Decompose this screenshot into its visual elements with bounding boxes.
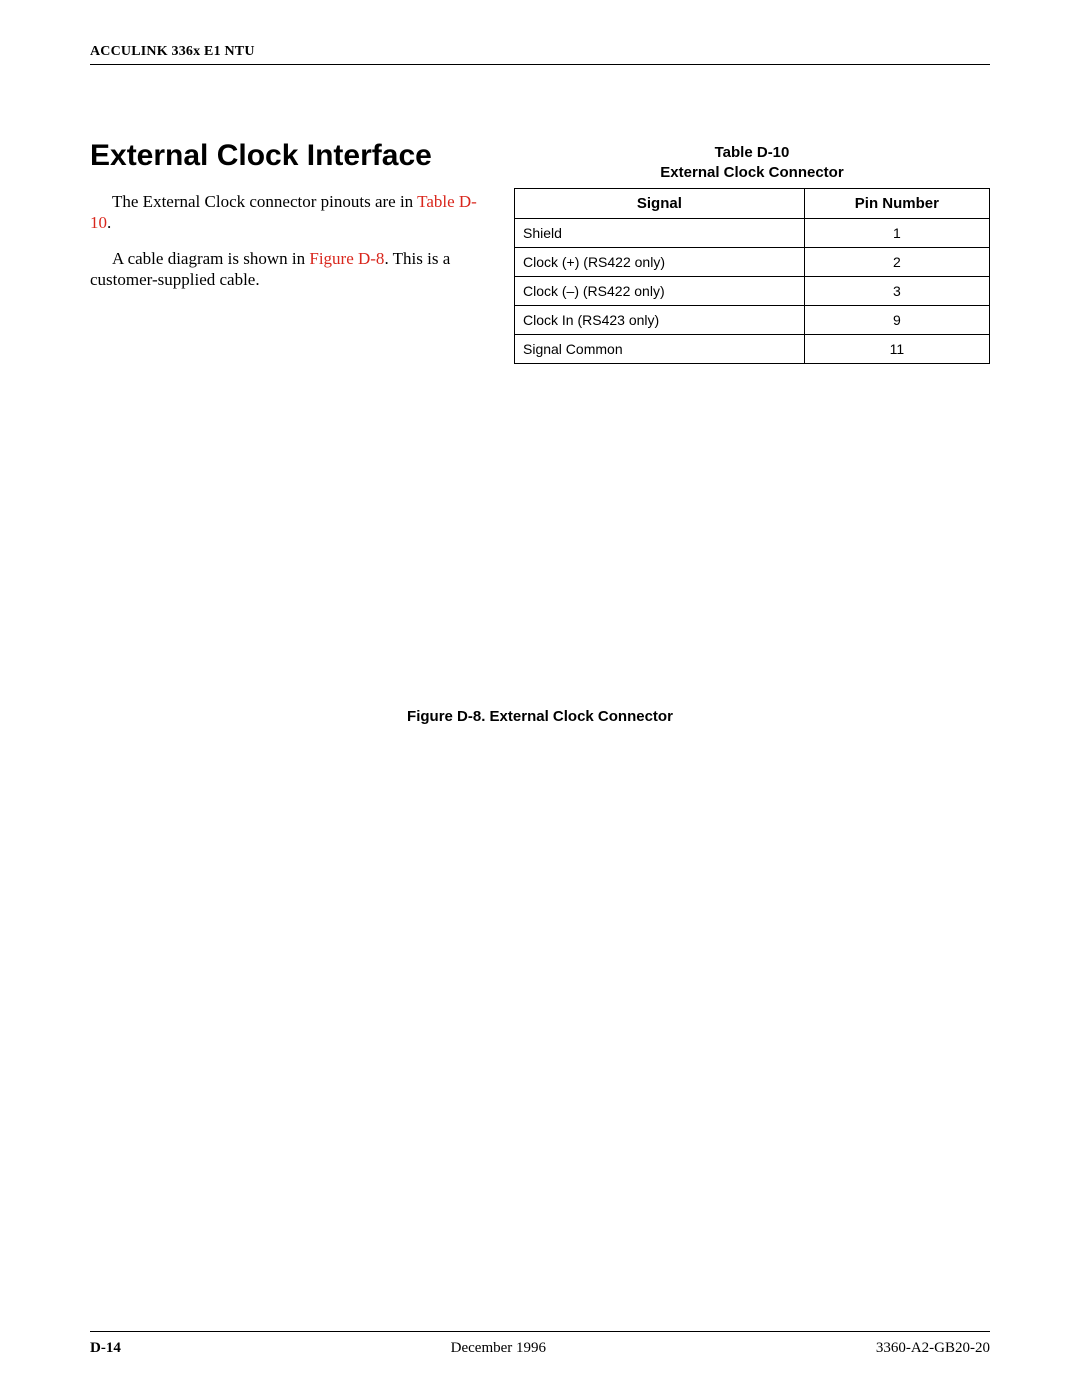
- col-header-signal: Signal: [515, 189, 805, 219]
- running-head: ACCULINK 336x E1 NTU: [90, 44, 990, 65]
- paragraph-2: A cable diagram is shown in Figure D-8. …: [90, 248, 490, 291]
- cell-signal: Clock (+) (RS422 only): [515, 248, 805, 277]
- cell-pin: 2: [804, 248, 989, 277]
- cell-pin: 1: [804, 219, 989, 248]
- para1-text-a: The External Clock connector pinouts are…: [112, 192, 417, 211]
- page: ACCULINK 336x E1 NTU External Clock Inte…: [0, 0, 1080, 1397]
- footer-date: December 1996: [451, 1340, 546, 1357]
- xref-figure-d8[interactable]: Figure D-8: [309, 249, 384, 268]
- table-row: Signal Common 11: [515, 335, 990, 364]
- table-row: Shield 1: [515, 219, 990, 248]
- table-row: Clock (–) (RS422 only) 3: [515, 277, 990, 306]
- content-columns: External Clock Interface The External Cl…: [90, 139, 990, 364]
- pin-table: Signal Pin Number Shield 1 Clock (+) (RS…: [514, 188, 990, 364]
- para2-text-a: A cable diagram is shown in: [112, 249, 309, 268]
- cell-pin: 9: [804, 306, 989, 335]
- cell-signal: Clock In (RS423 only): [515, 306, 805, 335]
- table-caption: Table D-10 External Clock Connector: [514, 143, 990, 182]
- cell-signal: Shield: [515, 219, 805, 248]
- col-header-pin: Pin Number: [804, 189, 989, 219]
- table-label-line2: External Clock Connector: [660, 164, 843, 181]
- paragraph-1: The External Clock connector pinouts are…: [90, 191, 490, 234]
- right-column: Table D-10 External Clock Connector Sign…: [514, 139, 990, 364]
- figure-caption: Figure D-8. External Clock Connector: [0, 708, 1080, 725]
- left-column: External Clock Interface The External Cl…: [90, 139, 490, 364]
- table-row: Clock In (RS423 only) 9: [515, 306, 990, 335]
- footer-doc-number: 3360-A2-GB20-20: [876, 1340, 990, 1357]
- table-header-row: Signal Pin Number: [515, 189, 990, 219]
- section-title: External Clock Interface: [90, 139, 490, 173]
- table-row: Clock (+) (RS422 only) 2: [515, 248, 990, 277]
- footer-page-number: D-14: [90, 1340, 121, 1357]
- para1-text-b: .: [107, 213, 111, 232]
- table-label-line1: Table D-10: [715, 144, 790, 161]
- page-footer: D-14 December 1996 3360-A2-GB20-20: [90, 1331, 990, 1357]
- cell-pin: 11: [804, 335, 989, 364]
- cell-pin: 3: [804, 277, 989, 306]
- cell-signal: Signal Common: [515, 335, 805, 364]
- cell-signal: Clock (–) (RS422 only): [515, 277, 805, 306]
